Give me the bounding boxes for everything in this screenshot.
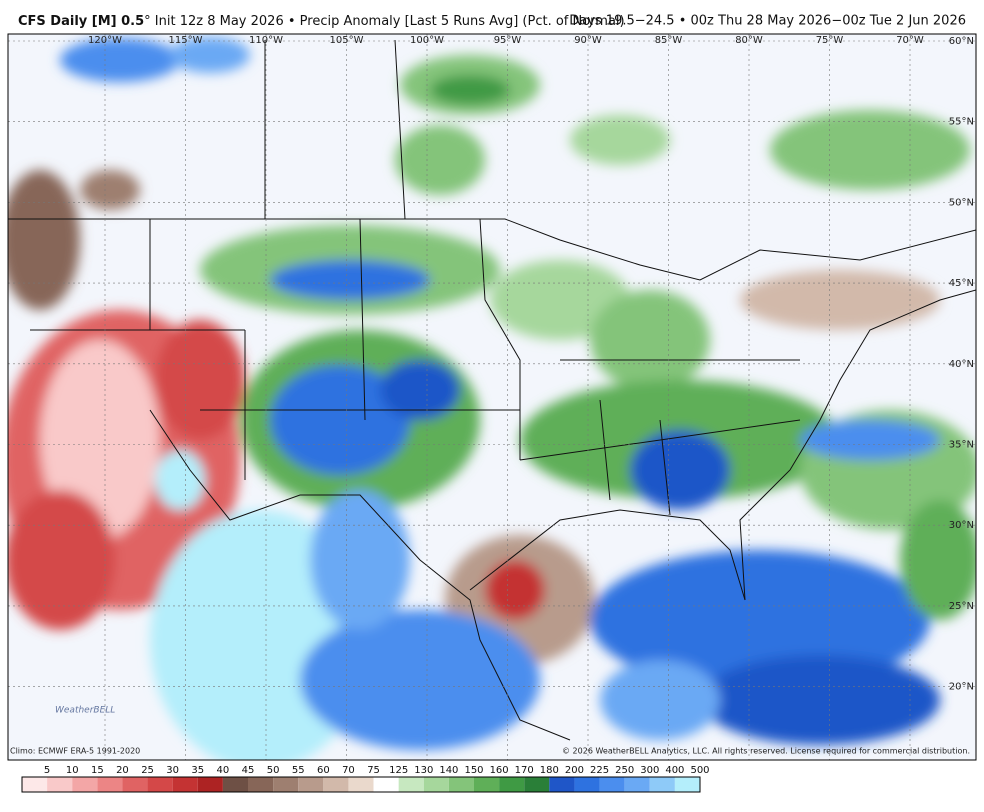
colorbar-swatch [474,777,500,792]
colorbar-label: 300 [640,765,659,776]
colorbar-swatch [97,777,123,792]
colorbar-swatch [398,777,424,792]
colorbar-label: 20 [116,765,129,776]
lon-label: 85°W [655,35,683,46]
colorbar-label: 60 [317,765,330,776]
lat-label: 50°N [949,197,974,208]
lat-label: 45°N [949,278,974,289]
colorbar-swatch [222,777,248,792]
colorbar-swatch [373,777,399,792]
colorbar-label: 160 [490,765,509,776]
colorbar-label: 35 [191,765,204,776]
colorbar-label: 30 [166,765,179,776]
lon-label: 120°W [88,35,122,46]
anomaly-field [8,37,976,760]
colorbar-frame [21,776,701,793]
colorbar-swatch [248,777,274,792]
colorbar-swatch [323,777,349,792]
title: CFS Daily [M] 0.5° Init 12z 8 May 2026 •… [18,14,625,29]
colorbar-label: 40 [217,765,230,776]
colorbar-swatch [499,777,525,792]
colorbar-label: 140 [439,765,458,776]
lat-label: 25°N [949,601,974,612]
graticule [8,34,976,760]
colorbar-swatch [122,777,148,792]
colorbar-label: 200 [565,765,584,776]
lat-label: 20°N [949,682,974,693]
lon-label: 70°W [896,35,924,46]
colorbar-swatch [298,777,324,792]
colorbar-swatch [72,777,98,792]
colorbar-label: 250 [615,765,634,776]
lon-label: 90°W [574,35,602,46]
logo: WeatherBELL [55,706,115,716]
colorbar-label: 125 [389,765,408,776]
map-frame [7,33,977,761]
colorbar-swatch [599,777,625,792]
climo: Climo: ECMWF ERA-5 1991-2020 [10,747,140,756]
map: WeatherBELL [8,34,976,760]
colorbar-label: 5 [44,765,50,776]
copyright: © 2026 WeatherBELL Analytics, LLC. All r… [562,747,970,756]
colorbar-swatch [47,777,73,792]
colorbar-label: 500 [690,765,709,776]
lon-label: 100°W [410,35,444,46]
colorbar-swatch [674,777,700,792]
lat-label: 55°N [949,117,974,128]
valid-time: Days 19.5−24.5 • 00z Thu 28 May 2026−00z… [569,14,966,29]
colorbar-label: 75 [367,765,380,776]
colorbar-swatch [549,777,575,792]
colorbar-label: 225 [590,765,609,776]
colorbar: 5 10 15 20 25 30 35 40 45 50 55 60 70 75 125 130 140 150 1… [21,765,710,793]
lon-label: 110°W [249,35,283,46]
colorbar-swatch [423,777,449,792]
lat-label: 60°N [949,36,974,47]
colorbar-label: 130 [414,765,433,776]
colorbar-swatch [197,777,223,792]
colorbar-swatch [147,777,173,792]
colorbar-label: 170 [515,765,534,776]
lon-label: 105°W [330,35,364,46]
lon-label: 80°W [735,35,763,46]
colorbar-swatch [273,777,299,792]
colorbar-swatch [448,777,474,792]
lon-label: 115°W [169,35,203,46]
colorbar-label: 15 [91,765,104,776]
colorbar-swatch [574,777,600,792]
colorbar-label: 10 [66,765,79,776]
lat-label: 30°N [949,520,974,531]
colorbar-swatch [172,777,198,792]
lon-label: 95°W [494,35,522,46]
colorbar-label: 150 [464,765,483,776]
lat-label: 40°N [949,359,974,370]
colorbar-label: 50 [267,765,280,776]
colorbar-swatch [649,777,675,792]
colorbar-label: 400 [665,765,684,776]
colorbar-label: 45 [242,765,255,776]
colorbar-swatch [22,777,48,792]
colorbar-label: 70 [342,765,355,776]
colorbar-swatch [624,777,650,792]
lat-label: 35°N [949,440,974,451]
lon-label: 75°W [816,35,844,46]
colorbar-label: 55 [292,765,305,776]
colorbar-swatch [348,777,374,792]
colorbar-label: 180 [540,765,559,776]
colorbar-label: 25 [141,765,154,776]
colorbar-swatch [524,777,550,792]
